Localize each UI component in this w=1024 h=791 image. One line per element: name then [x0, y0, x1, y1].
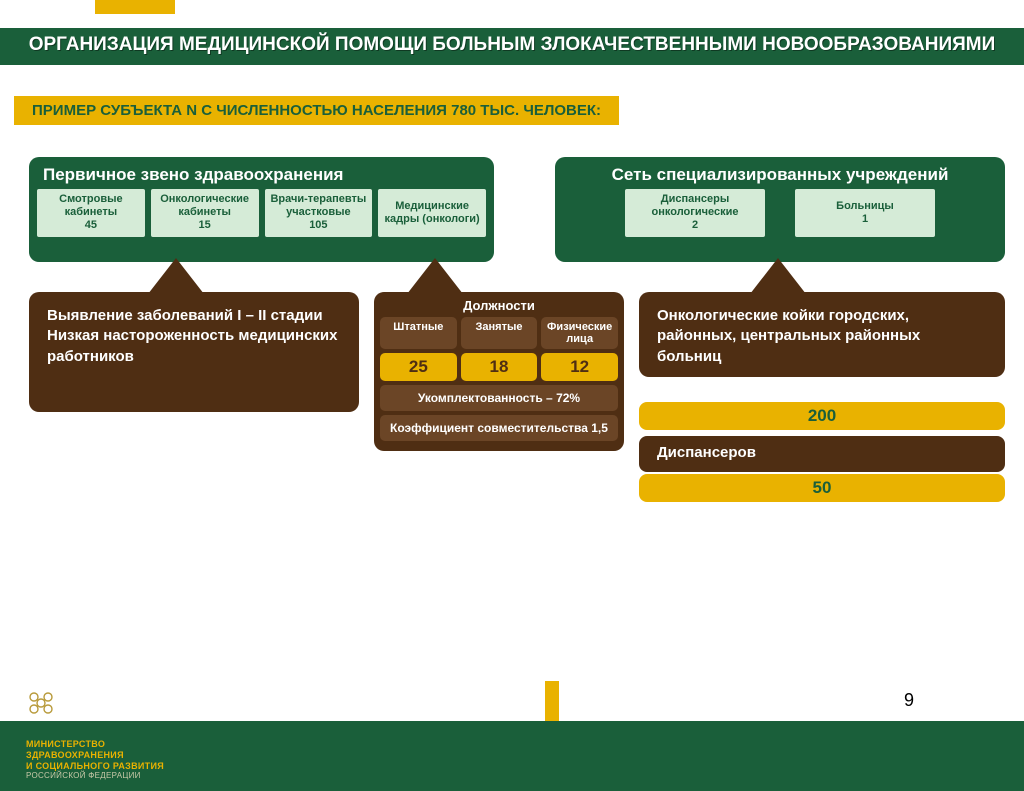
ministry-logo-icon: [26, 687, 56, 717]
primary-care-boxes: Смотровые кабинеты 45 Онкологические каб…: [29, 189, 494, 237]
box-hospitals: Больницы 1: [795, 189, 935, 237]
positions-title: Должности: [380, 298, 618, 313]
page-number: 9: [904, 690, 914, 711]
ministry-line: РОССИЙСКОЙ ФЕДЕРАЦИИ: [26, 771, 164, 781]
staffing-rate: Укомплектованность – 72%: [380, 385, 618, 411]
box-dispensaries: Диспансеры онкологические 2: [625, 189, 765, 237]
box-value: 15: [153, 219, 257, 232]
box-value: 2: [627, 219, 763, 232]
primary-care-block: Первичное звено здравоохранения Смотровы…: [29, 157, 494, 262]
combination-ratio: Коэффициент совместительства 1,5: [380, 415, 618, 441]
ministry-text: МИНИСТЕРСТВО ЗДРАВООХРАНЕНИЯ И СОЦИАЛЬНО…: [26, 739, 164, 781]
positions-value-row: 25 18 12: [380, 353, 618, 381]
connector-arrow-icon: [407, 258, 463, 294]
box-value: 45: [39, 219, 143, 232]
box-label: Диспансеры онкологические: [627, 193, 763, 219]
beds-text: Онкологические койки городских, районных…: [657, 306, 987, 367]
spec-network-title: Сеть специализированных учреждений: [555, 157, 1005, 189]
connector-arrow-icon: [750, 258, 806, 294]
primary-care-title: Первичное звено здравоохранения: [29, 157, 494, 189]
box-therapists: Врачи-терапевты участковые 105: [265, 189, 373, 237]
page-title: ОРГАНИЗАЦИЯ МЕДИЦИНСКОЙ ПОМОЩИ БОЛЬНЫМ З…: [0, 28, 1024, 65]
box-value: 1: [797, 213, 933, 226]
callout-text: Выявление заболеваний I – II стадии Низк…: [47, 306, 341, 367]
box-label: Врачи-терапевты участковые: [267, 193, 371, 219]
box-label: Медицинские кадры (онкологи): [380, 200, 484, 226]
box-label: Больницы: [797, 200, 933, 213]
box-value: 105: [267, 219, 371, 232]
positions-header-row: Штатные Занятые Физические лица: [380, 317, 618, 349]
box-med-staff: Медицинские кадры (онкологи): [378, 189, 486, 237]
box-exam-rooms: Смотровые кабинеты 45: [37, 189, 145, 237]
spec-network-block: Сеть специализированных учреждений Диспа…: [555, 157, 1005, 262]
ministry-line: И СОЦИАЛЬНОГО РАЗВИТИЯ: [26, 761, 164, 772]
dispensaries-label: Диспансеров: [639, 436, 1005, 469]
subtitle-bar: ПРИМЕР СУБЪЕКТА N С ЧИСЛЕННОСТЬЮ НАСЕЛЕН…: [14, 96, 619, 125]
box-label: Смотровые кабинеты: [39, 193, 143, 219]
callout-beds: Онкологические койки городских, районных…: [639, 292, 1005, 377]
footer-accent: [545, 681, 559, 721]
val-occupied: 18: [461, 353, 538, 381]
hdr-staffed: Штатные: [380, 317, 457, 349]
val-staffed: 25: [380, 353, 457, 381]
box-label: Онкологические кабинеты: [153, 193, 257, 219]
ministry-line: ЗДРАВООХРАНЕНИЯ: [26, 750, 164, 761]
hdr-persons: Физические лица: [541, 317, 618, 349]
hdr-occupied: Занятые: [461, 317, 538, 349]
dispensaries-label-block: Диспансеров: [639, 436, 1005, 472]
callout-positions: Должности Штатные Занятые Физические лиц…: [374, 292, 624, 451]
spec-network-boxes: Диспансеры онкологические 2 Больницы 1: [555, 189, 1005, 237]
callout-detection: Выявление заболеваний I – II стадии Низк…: [29, 292, 359, 412]
val-persons: 12: [541, 353, 618, 381]
beds-dispensaries-value: 50: [639, 474, 1005, 502]
top-accent-bar: [95, 0, 175, 14]
box-onco-rooms: Онкологические кабинеты 15: [151, 189, 259, 237]
connector-arrow-icon: [148, 258, 204, 294]
beds-hospitals-value: 200: [639, 402, 1005, 430]
ministry-line: МИНИСТЕРСТВО: [26, 739, 164, 750]
